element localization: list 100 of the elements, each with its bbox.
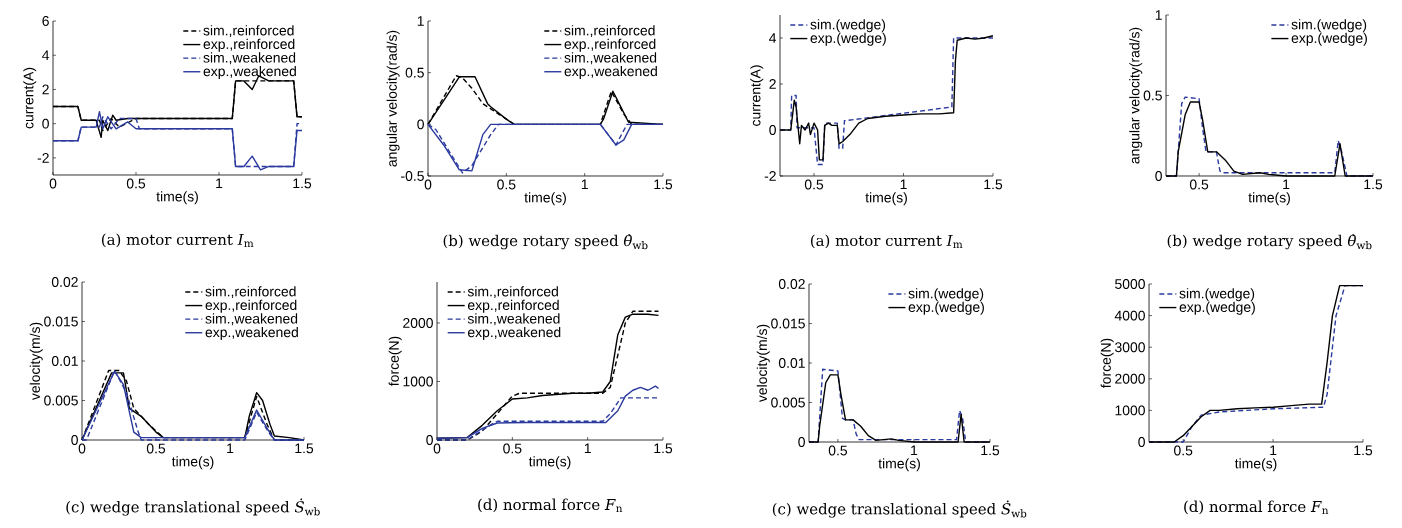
x-tick-label: 0 [433,443,441,454]
legend-label: sim.,reinforced [467,286,558,299]
x-tick-label: 0.5 [1174,445,1193,456]
x-axis-title: time(s) [171,456,214,470]
y-tick-label: -0.5 [401,171,424,181]
x-tick-label: 0.5 [126,178,146,189]
y-tick-label: 0 [426,435,433,445]
legend-label: exp.,reinforced [564,38,656,52]
y-tick-label: 0 [42,118,49,129]
legend-label: exp.,reinforced [203,38,295,52]
y-tick-label: 1 [417,16,424,26]
y-tick-label: 0.02 [778,279,805,289]
y-tick-label: 0.02 [51,277,78,287]
x-axis-title: time(s) [865,192,907,206]
legend-label: sim.(wedge) [1291,19,1367,33]
x-tick-label: 1.5 [295,443,314,454]
x-tick-label: 1.5 [654,443,673,454]
y-tick-label: 1 [1155,10,1162,20]
text: (d) normal force F$_{n}$ [1184,500,1329,515]
y-tick-label: 0.015 [44,316,78,327]
legend-label: exp.,weakened [203,65,296,79]
text: (b) wedge rotary speed θ̇$_{wb}$ [1167,234,1372,250]
x-axis-title: time(s) [878,458,920,472]
y-tick-label: 2000 [1115,373,1145,384]
legend-label: exp.,weakened [205,326,298,340]
y-tick-label: 0.5 [1143,90,1162,101]
y-tick-label: 0 [1155,171,1162,181]
y-tick-label: 0.005 [44,395,78,406]
x-tick-label: 1.5 [984,179,1003,190]
text: (c) wedge translational speed Ṡ$_{wb}$ [772,500,1027,518]
y-axis-title: angular velocity(rad/s) [386,30,400,167]
x-tick-label: 1 [227,443,234,454]
y-tick-label: 0 [71,435,78,445]
x-tick-label: 0.5 [804,179,824,190]
y-tick-label: -2 [37,153,49,163]
x-axis-title: time(s) [528,456,571,470]
y-tick-label: 2 [42,84,49,95]
y-axis-title: current(A) [750,65,764,126]
x-tick-label: 0 [78,443,86,454]
legend-label: sim.(wedge) [908,288,984,302]
legend-label: sim.,weakened [205,313,298,326]
y-tick-label: 4000 [1114,310,1145,321]
x-axis-title: time(s) [524,192,566,206]
x-tick-label: 1 [581,179,588,190]
y-tick-label: 6 [42,16,49,26]
y-axis-title: velocity(m/s) [29,322,43,401]
legend-label: sim.,weakened [467,313,560,326]
y-tick-label: 4 [769,33,777,43]
text: (a) motor current I$_{m}$ [810,234,963,249]
x-tick-label: 1.5 [654,179,673,190]
x-tick-label: 1.5 [1354,445,1373,456]
y-tick-label: 0.01 [778,358,805,368]
x-tick-label: 1 [216,178,223,189]
legend-label: sim.,reinforced [205,286,296,299]
legend-label: exp.(wedge) [810,32,886,46]
x-tick-label: 0.5 [146,443,166,454]
x-tick-label: 0.5 [1189,179,1209,190]
x-tick-label: 0.5 [503,443,522,454]
y-tick-label: 0.015 [771,318,805,329]
text: (d) normal force F$_{n}$ [478,498,623,513]
legend-label: sim.,weakened [564,52,657,65]
text: (a) motor current I$_{m}$ [101,233,254,248]
y-tick-label: 0 [417,119,424,130]
legend-label: exp.(wedge) [908,301,984,315]
y-tick-label: 0 [769,125,776,135]
y-tick-label: -2 [764,171,776,181]
x-axis-title: time(s) [1248,192,1290,206]
legend-label: exp.,reinforced [467,299,559,313]
legend-label: sim.,reinforced [564,25,655,38]
y-axis-title: angular velocity(rad/s) [1129,27,1143,164]
y-axis-title: current(A) [23,67,37,129]
y-axis-title: velocity(m/s) [756,324,770,403]
x-tick-label: 1.5 [981,445,1000,456]
x-tick-label: 1 [911,445,918,456]
x-tick-label: 1 [1270,445,1277,456]
x-tick-label: 1.5 [293,178,312,189]
line-series [1148,284,1364,443]
legend-label: sim.,reinforced [203,25,294,38]
x-tick-label: 0.5 [497,179,516,190]
text: (c) wedge translational speed Ṡ$_{wb}$ [66,498,320,516]
legend-label: exp.,weakened [467,326,561,340]
x-tick-label: 1 [1283,179,1290,190]
x-axis-title: time(s) [1234,458,1277,472]
legend-label: sim.(wedge) [1179,288,1255,302]
y-tick-label: 4 [42,50,50,61]
x-tick-label: 1.5 [1364,179,1383,190]
legend-label: exp.,reinforced [205,299,297,313]
legend-label: sim.(wedge) [810,19,886,33]
y-tick-label: 0.005 [771,397,805,408]
y-tick-label: 0.5 [405,67,424,78]
y-axis-title: force(N) [1100,338,1114,388]
legend-label: sim.,weakened [203,52,296,65]
x-axis-title: time(s) [156,191,198,205]
x-tick-label: 0.5 [828,445,848,456]
y-tick-label: 5000 [1115,279,1145,289]
legend-label: exp.(wedge) [1179,301,1255,315]
y-tick-label: 3000 [1115,342,1145,353]
text: (b) wedge rotary speed θ̇$_{wb}$ [443,234,648,250]
y-tick-label: 1000 [403,376,433,387]
y-tick-label: 2000 [403,318,433,328]
